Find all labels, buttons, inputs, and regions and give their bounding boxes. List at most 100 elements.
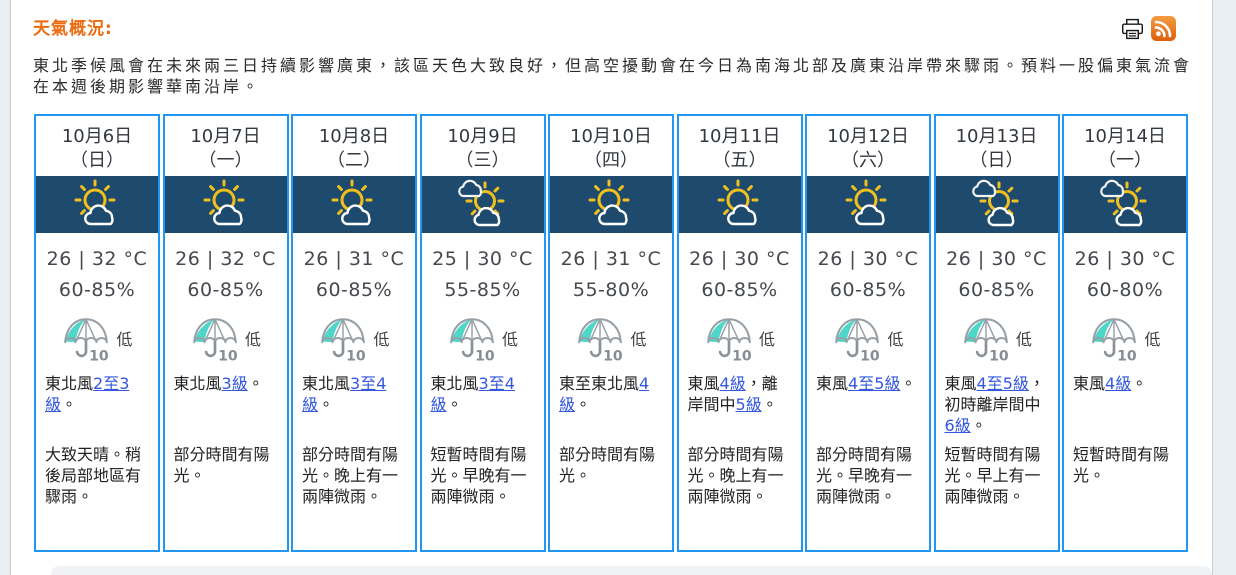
rain-probability-icon-slot: 10 (832, 314, 882, 362)
card-weekday: （日） (70, 150, 124, 171)
wind-force-link[interactable]: 4至5級 (848, 374, 901, 393)
svg-text:10: 10 (989, 348, 1009, 362)
rain-probability: 10 低 (550, 313, 672, 363)
card-date: 10月12日 (827, 126, 909, 147)
wind-text: 東北風3至4級。 (302, 374, 387, 414)
wind-text: 東北風3級。 (173, 374, 264, 393)
rain-probability-icon-slot: 10 (190, 314, 240, 362)
weather-summary: 東北季候風會在未來兩三日持續影響廣東，該區天色大致良好，但高空擾動會在今日為南海… (33, 56, 1193, 96)
rain-probability-label: 低 (630, 330, 647, 349)
wind-force-link[interactable]: 3至4級 (430, 374, 515, 414)
card-weekday: （三） (455, 150, 510, 171)
sun-with-cloud-icon (845, 179, 887, 225)
temperature-range: 26 | 30 °C (946, 248, 1047, 270)
svg-text:10: 10 (1118, 348, 1138, 362)
card-weekday: （六） (841, 150, 895, 171)
svg-text:10: 10 (218, 348, 238, 362)
temperature-range: 26 | 32 °C (46, 248, 148, 270)
rain-probability: 10 低 (165, 313, 287, 363)
wind-force-link[interactable]: 3至4級 (302, 374, 387, 414)
wind-force-link[interactable]: 4級 (719, 374, 746, 393)
humidity-range: 55-85% (444, 279, 521, 301)
rain-probability-label: 低 (501, 330, 518, 349)
weather-description: 部分時間有陽光。早晚有一兩陣微雨。 (816, 445, 913, 506)
weather-description: 部分時間有陽光。晚上有一兩陣微雨。 (302, 445, 399, 506)
card-date-block: 10月12日 （六） (807, 116, 929, 176)
rain-probability-icon-slot: 10 (447, 314, 497, 362)
rain-probability-label: 低 (1144, 330, 1161, 349)
forecast-card: 10月9日 （三） 25 | 30 °C 55-85% 10 低 東北 (419, 114, 546, 552)
weather-description: 部分時間有陽光。 (173, 445, 270, 485)
rain-probability-umbrella-icon: 10 (707, 318, 752, 362)
wind-force-link[interactable]: 5級 (735, 395, 762, 414)
humidity-range: 60-85% (958, 279, 1035, 301)
rss-icon[interactable] (1151, 16, 1176, 41)
wind-force-link[interactable]: 2至3級 (45, 374, 130, 414)
humidity-range: 60-85% (58, 279, 136, 301)
weather-description: 部分時間有陽光。晚上有一兩陣微雨。 (687, 445, 784, 506)
temperature-range: 26 | 31 °C (560, 248, 662, 270)
wind-text: 東風4級。 (1073, 374, 1148, 393)
humidity-range: 60-80% (1086, 279, 1164, 301)
wind-text: 東風4至5級。 (816, 374, 917, 393)
rain-probability: 10 低 (36, 313, 158, 363)
card-date-block: 10月6日 （日） (36, 116, 158, 176)
card-date: 10月6日 (61, 126, 133, 147)
card-date: 10月8日 (318, 126, 390, 147)
card-date-block: 10月8日 （二） (293, 116, 415, 176)
wind-force-link[interactable]: 4級 (559, 374, 650, 414)
wind-force-link[interactable]: 3級 (221, 374, 248, 393)
card-weekday: （一） (198, 150, 253, 171)
card-date: 10月14日 (1084, 126, 1166, 147)
forecast-cards: 10月6日 （日） 26 | 32 °C 60-85% 10 低 (34, 114, 1196, 552)
wind-text: 東北風2至3級。 (45, 374, 130, 414)
card-date-block: 10月14日 （一） (1064, 116, 1186, 176)
rain-probability-label: 低 (887, 330, 904, 349)
card-date-block: 10月11日 （五） (679, 116, 801, 176)
temperature-range: 26 | 30 °C (1074, 248, 1176, 270)
wind-force-link[interactable]: 4至5級 (976, 374, 1029, 393)
rain-probability-label: 低 (1015, 330, 1032, 349)
temperature-range: 26 | 30 °C (817, 248, 919, 270)
forecast-card: 10月11日 （五） 26 | 30 °C 60-85% 10 低 (676, 114, 803, 552)
svg-text:10: 10 (90, 348, 110, 362)
weather-panel: 天氣概況: (10, 0, 1213, 575)
card-weekday: （一） (1098, 150, 1152, 171)
weather-description: 部分時間有陽光。 (559, 445, 656, 485)
sun-with-cloud-icon (203, 179, 244, 225)
sun-with-cloud-icon (74, 179, 116, 225)
rain-probability-label: 低 (116, 330, 133, 349)
rain-probability-label: 低 (244, 330, 261, 349)
weather-icon-band (421, 176, 544, 233)
page-title: 天氣概況: (33, 19, 113, 39)
humidity-range: 60-85% (187, 279, 264, 301)
rain-probability-umbrella-icon: 10 (450, 318, 495, 362)
rain-probability-icon-slot: 10 (1089, 314, 1139, 362)
rain-probability-umbrella-icon: 10 (835, 318, 880, 362)
card-weekday: （四） (584, 150, 638, 171)
weather-icon-band (678, 176, 801, 233)
rain-probability-umbrella-icon: 10 (64, 318, 110, 362)
card-date: 10月11日 (698, 126, 781, 147)
wind-force-link[interactable]: 4級 (1105, 374, 1132, 393)
forecast-card: 10月8日 （二） 26 | 31 °C 60-85% 10 低 (291, 114, 417, 552)
wind-text: 東風4至5級，初時離岸間中6級。 (944, 374, 1045, 435)
rain-probability-umbrella-icon: 10 (578, 318, 624, 362)
humidity-range: 60-85% (701, 279, 778, 301)
forecast-card: 10月13日 （日） 26 | 30 °C 60-85% 10 低 東 (933, 114, 1060, 552)
svg-text:10: 10 (604, 348, 624, 362)
forecast-card: 10月7日 （一） 26 | 32 °C 60-85% 10 低 (162, 114, 289, 552)
svg-text:10: 10 (732, 348, 752, 362)
wind-force-link[interactable]: 6級 (944, 416, 971, 435)
rain-probability: 10 低 (1064, 313, 1186, 363)
print-icon[interactable] (1121, 18, 1144, 40)
svg-text:10: 10 (347, 348, 367, 362)
card-date: 10月9日 (447, 126, 518, 147)
next-section-edge (51, 566, 1212, 575)
card-date-block: 10月13日 （日） (936, 116, 1058, 176)
temperature-range: 25 | 30 °C (432, 248, 533, 270)
card-date-block: 10月9日 （三） (422, 116, 544, 176)
rain-probability-icon-slot: 10 (704, 314, 754, 362)
rain-probability-icon-slot: 10 (61, 314, 111, 362)
rain-probability-icon-slot: 10 (961, 314, 1011, 362)
